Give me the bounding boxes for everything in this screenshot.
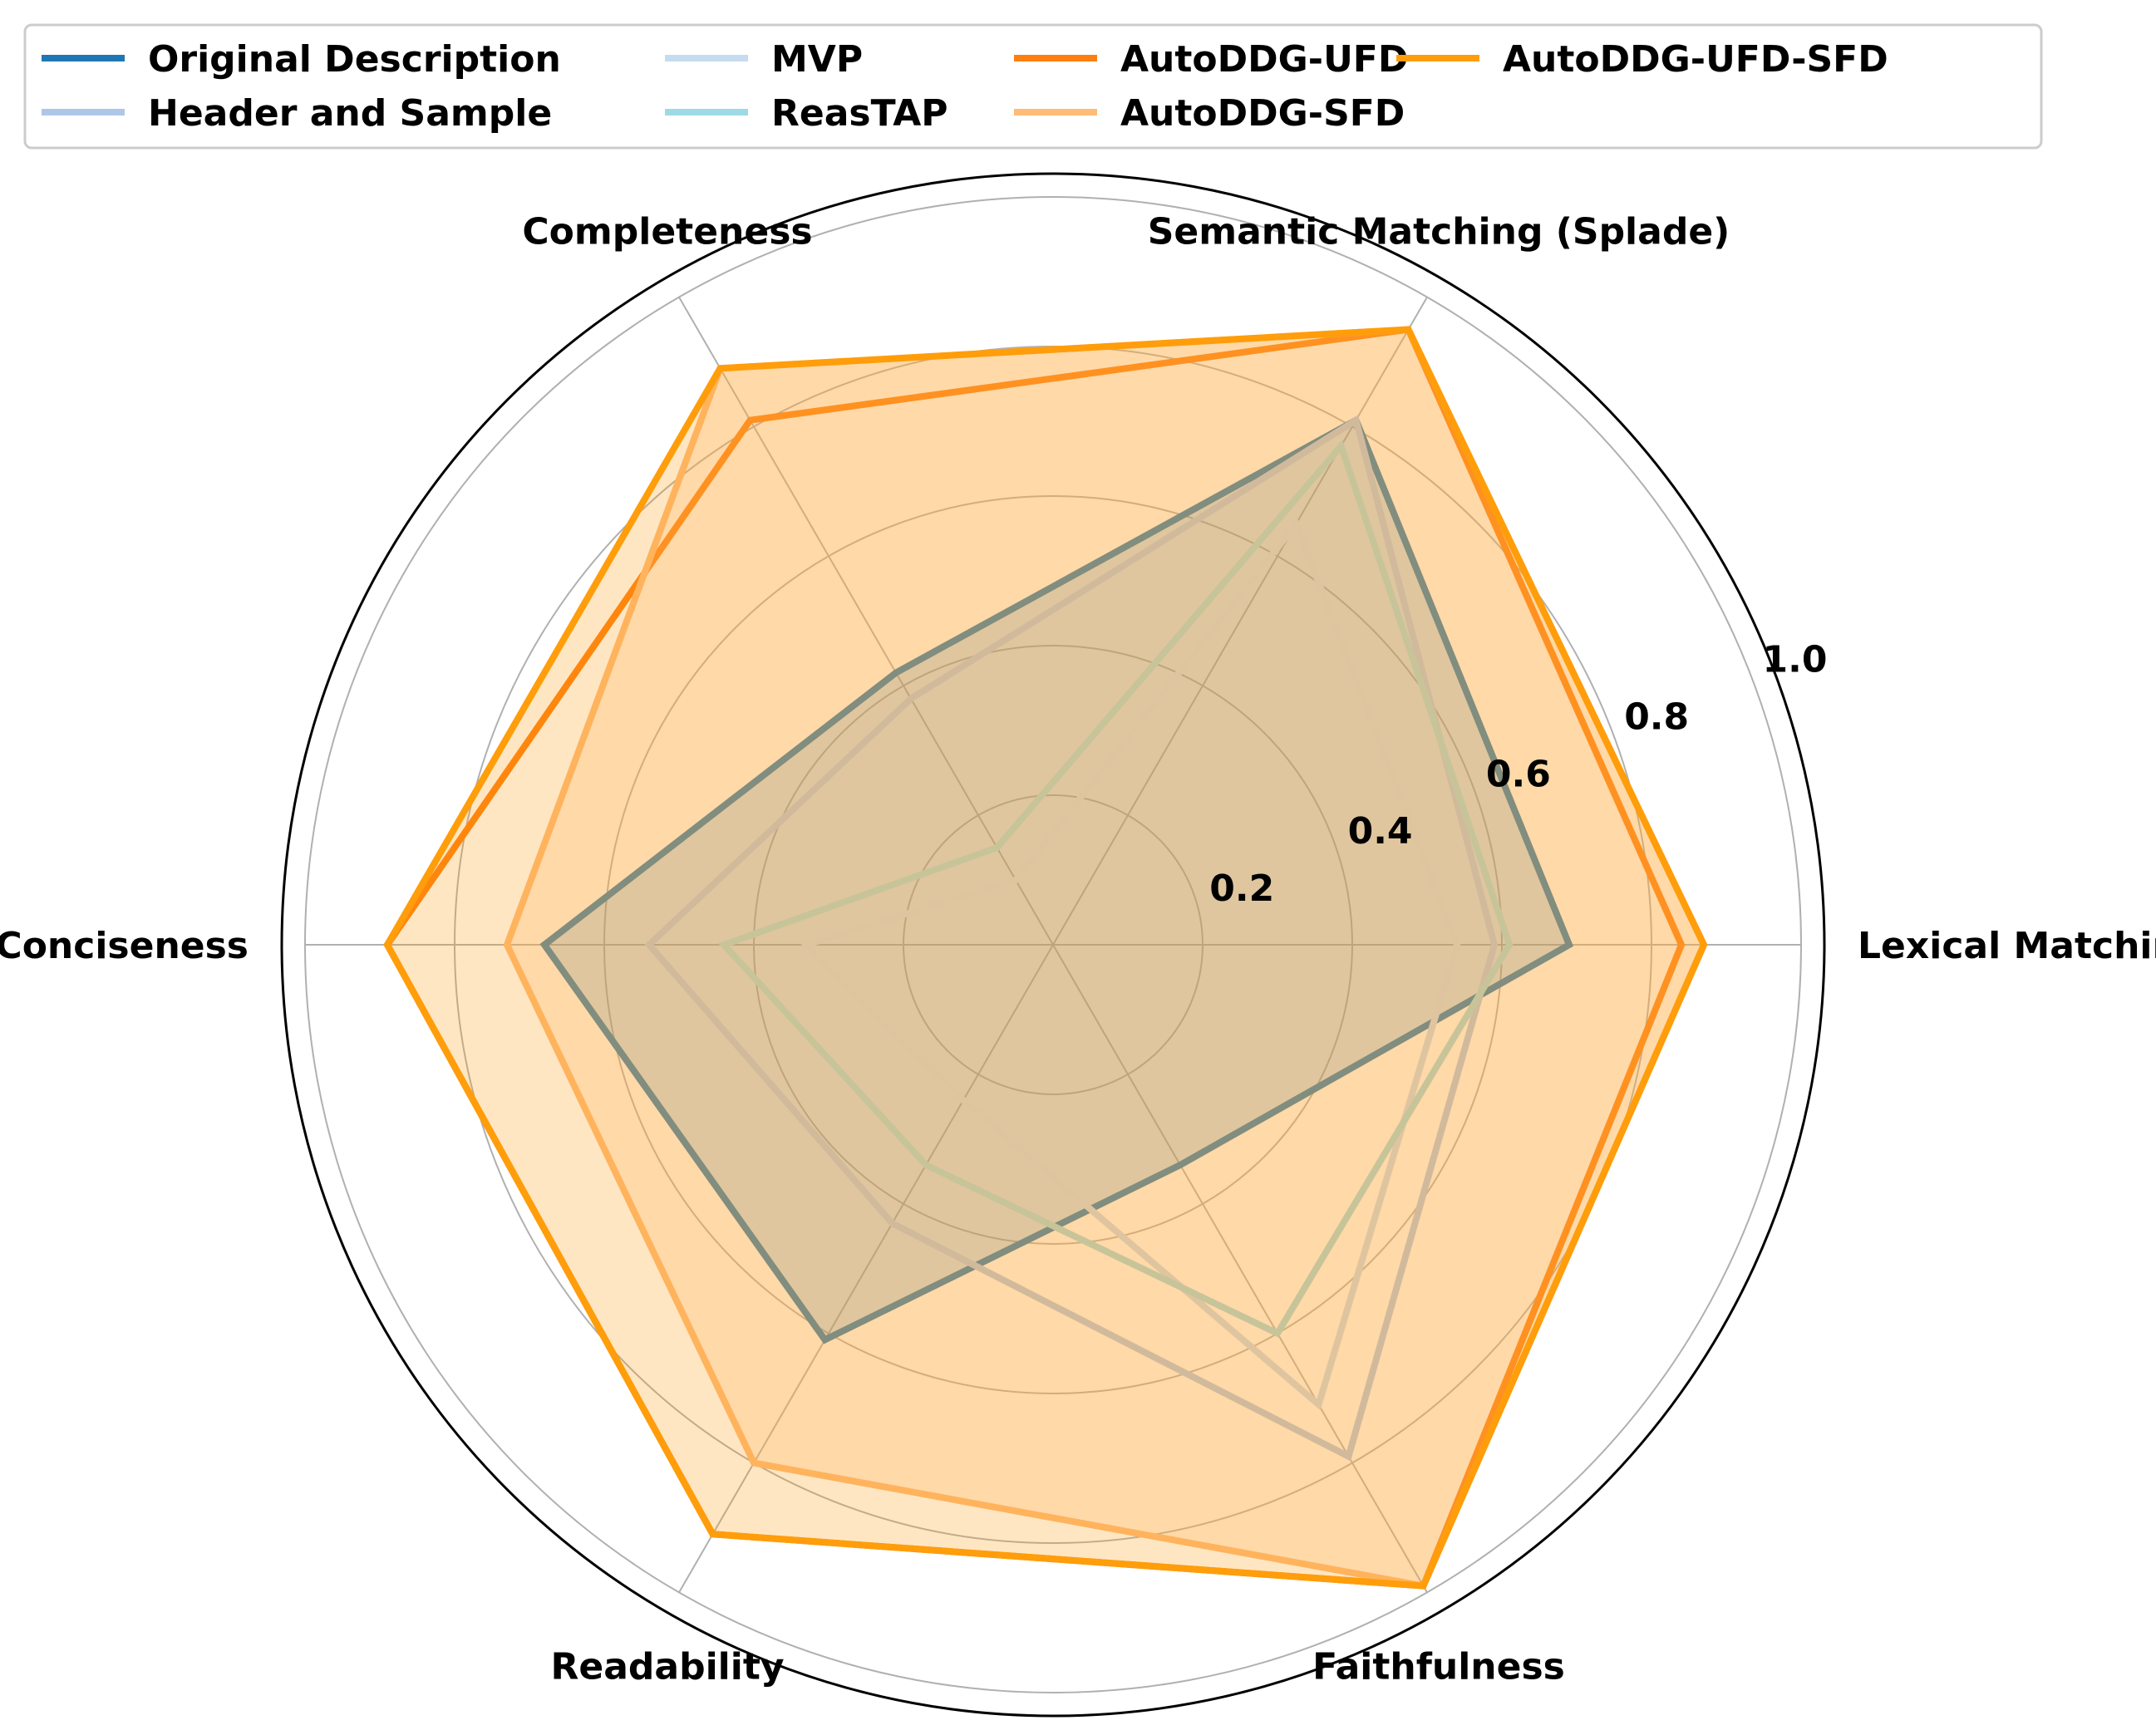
axis-label: Lexical Matching (BM25) <box>1858 925 2156 967</box>
legend-label: Header and Sample <box>148 92 552 135</box>
series-mvp <box>800 517 1461 1411</box>
series-layer <box>383 326 1708 1590</box>
tick-label: 1.0 <box>1762 639 1827 681</box>
grid-spoke <box>1052 297 1428 946</box>
tick-label: 0.8 <box>1624 695 1689 738</box>
axis-label: Conciseness <box>0 925 249 967</box>
legend: Original Description Header and Sample MVP… <box>23 23 2043 150</box>
legend-label: MVP <box>771 38 863 81</box>
grid-layer <box>280 172 1826 1718</box>
grid-spoke <box>678 944 1054 1593</box>
axis-label: Readability <box>550 1646 784 1688</box>
axis-label: Faithfulness <box>1312 1646 1565 1688</box>
legend-label: ReasTAP <box>771 92 948 135</box>
legend-label: AutoDDG-UFD <box>1120 38 1408 81</box>
grid-spoke <box>678 297 1054 946</box>
axis-label: Semantic Matching (Splade) <box>1148 210 1730 253</box>
polar-frame <box>280 172 1826 1718</box>
legend-frame <box>23 23 2043 150</box>
legend-label: AutoDDG-SFD <box>1120 92 1405 135</box>
label-layer: 0.2 0.4 0.6 0.8 1.0 Lexical Matching (BM25) Se… <box>0 210 2156 1688</box>
axis-label: Completeness <box>522 210 812 253</box>
grid-spoke <box>1052 944 1428 1593</box>
tick-label: 0.2 <box>1209 868 1274 910</box>
tick-label: 0.4 <box>1348 810 1413 853</box>
series-autoddg-ufd-sfd <box>383 326 1708 1590</box>
tick-label: 0.6 <box>1486 753 1551 795</box>
series-reastap <box>717 439 1514 1338</box>
legend-label: AutoDDG-UFD-SFD <box>1503 38 1888 81</box>
series-header-and-sample <box>644 415 1499 1462</box>
legend-label: Original Description <box>148 38 561 81</box>
